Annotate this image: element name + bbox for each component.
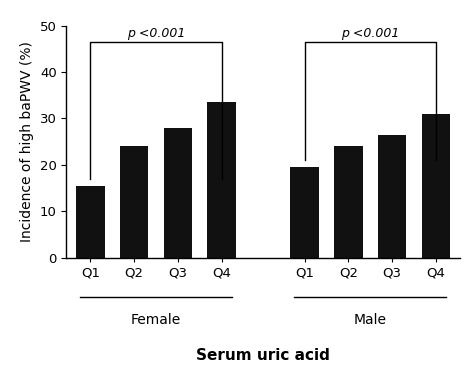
Text: p <0.001: p <0.001 — [127, 26, 185, 40]
Bar — [421, 114, 450, 258]
Text: Female: Female — [131, 313, 181, 327]
Bar — [207, 102, 236, 258]
Bar — [334, 146, 363, 258]
Bar — [164, 128, 192, 258]
Text: p <0.001: p <0.001 — [341, 26, 400, 40]
Y-axis label: Incidence of high baPWV (%): Incidence of high baPWV (%) — [20, 41, 34, 242]
Bar — [378, 135, 406, 258]
Bar — [291, 167, 319, 258]
Text: Serum uric acid: Serum uric acid — [196, 348, 330, 363]
Text: Male: Male — [354, 313, 387, 327]
Bar — [76, 186, 105, 258]
Bar — [120, 146, 148, 258]
